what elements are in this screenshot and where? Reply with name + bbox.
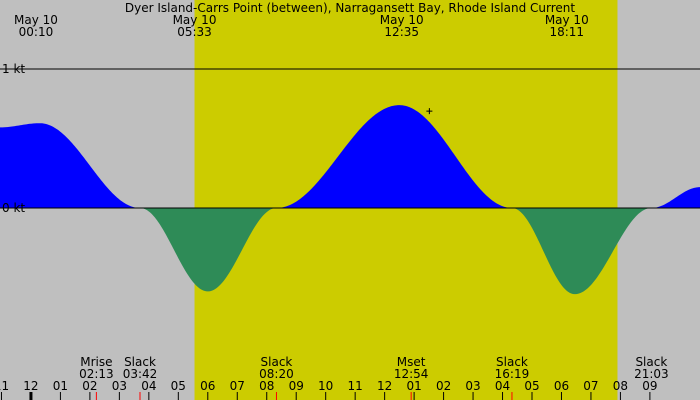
hour-tick-label-7: 06 — [200, 379, 215, 393]
hour-ticks: 11 12 01 02 03 04 05 06 07 08 09 10 11 12 01 02 03 04 05 06… — [0, 379, 658, 400]
hour-tick-label-12: 11 — [348, 379, 363, 393]
hour-tick-label-19: 06 — [554, 379, 569, 393]
hour-tick-label-5: 04 — [141, 379, 156, 393]
tide-events: Mrise02:13Slack03:42Slack08:20Mset12:54S… — [79, 355, 669, 381]
axis-layer: 1 kt 0 kt — [0, 62, 700, 215]
y-tick-label-1: 0 kt — [2, 201, 25, 215]
event-time-1: 03:42 — [123, 367, 158, 381]
hour-tick-label-0: 11 — [0, 379, 9, 393]
ebb-area-1 — [141, 208, 277, 292]
flood-area-4 — [652, 187, 700, 208]
event-name-5: Slack — [635, 355, 667, 369]
hour-tick-label-4: 03 — [112, 379, 127, 393]
hour-tick-label-22: 09 — [642, 379, 657, 393]
flood-area-2 — [277, 105, 512, 208]
sun-event-time-2: 12:35 — [384, 25, 419, 39]
sun-event-date-0: May 10 — [14, 13, 58, 27]
max-current-marker — [426, 108, 433, 115]
hour-tick-label-15: 02 — [436, 379, 451, 393]
event-time-4: 16:19 — [495, 367, 530, 381]
event-time-3: 12:54 — [394, 367, 429, 381]
hour-tick-label-20: 07 — [583, 379, 598, 393]
current-curve-layer — [0, 105, 700, 295]
event-name-1: Slack — [124, 355, 156, 369]
hour-tick-label-2: 01 — [53, 379, 68, 393]
hour-tick-label-16: 03 — [465, 379, 480, 393]
event-time-0: 02:13 — [79, 367, 114, 381]
event-name-0: Mrise — [80, 355, 112, 369]
event-name-2: Slack — [261, 355, 293, 369]
sun-event-time-0: 00:10 — [19, 25, 54, 39]
hour-tick-label-13: 12 — [377, 379, 392, 393]
hour-tick-label-9: 08 — [259, 379, 274, 393]
sun-event-time-3: 18:11 — [549, 25, 584, 39]
hour-tick-label-8: 07 — [230, 379, 245, 393]
hour-tick-label-6: 05 — [171, 379, 186, 393]
event-time-2: 08:20 — [259, 367, 294, 381]
y-tick-label-0: 1 kt — [2, 62, 25, 76]
sun-event-date-2: May 10 — [380, 13, 424, 27]
hour-tick-label-1: 12 — [23, 379, 38, 393]
chart-title: Dyer Island-Carrs Point (between), Narra… — [125, 1, 576, 15]
hour-tick-label-11: 10 — [318, 379, 333, 393]
event-name-4: Slack — [496, 355, 528, 369]
hour-tick-label-21: 08 — [613, 379, 628, 393]
hour-tick-label-3: 02 — [82, 379, 97, 393]
ebb-area-3 — [512, 208, 652, 295]
event-name-3: Mset — [397, 355, 426, 369]
sun-event-date-1: May 10 — [173, 13, 217, 27]
sun-event-time-1: 05:33 — [177, 25, 212, 39]
flood-area-0 — [0, 123, 141, 208]
hour-tick-label-14: 01 — [406, 379, 421, 393]
hour-tick-label-18: 05 — [524, 379, 539, 393]
hour-tick-label-10: 09 — [289, 379, 304, 393]
event-time-5: 21:03 — [634, 367, 669, 381]
hour-tick-label-17: 04 — [495, 379, 510, 393]
sun-event-date-3: May 10 — [545, 13, 589, 27]
